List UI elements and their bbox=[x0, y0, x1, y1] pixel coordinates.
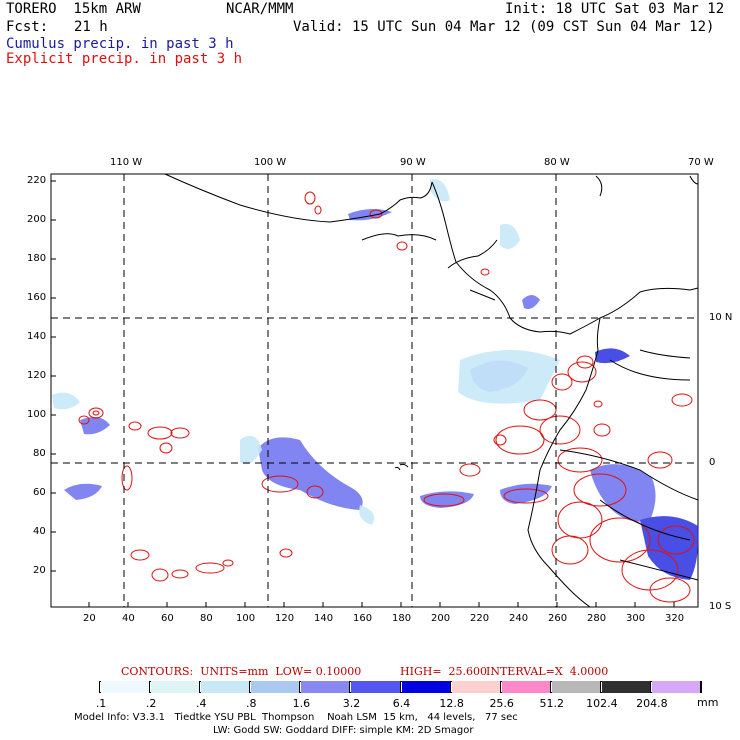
x-tick-label: 200 bbox=[431, 613, 451, 624]
x-tick-label: 220 bbox=[470, 613, 490, 624]
x-tick-label: 240 bbox=[509, 613, 529, 624]
fcst-label: Fcst: bbox=[6, 19, 49, 35]
colorbar-cell bbox=[301, 681, 351, 693]
y-tick-label: 100 bbox=[27, 409, 47, 420]
x-tick-label: 100 bbox=[236, 613, 256, 624]
colorbar-label: 6.4 bbox=[392, 697, 411, 710]
fcst-hours: 21 h bbox=[74, 19, 108, 35]
contour-high: HIGH= 25.600 bbox=[400, 665, 488, 678]
lon-label-90w: 90 W bbox=[400, 157, 426, 168]
colorbar-cell bbox=[351, 681, 401, 693]
model-info: Model Info: V3.3.1 Tiedtke YSU PBL Thomp… bbox=[74, 712, 518, 723]
colorbar-label: .2 bbox=[145, 697, 157, 710]
explicit-precip-contours bbox=[78, 191, 695, 603]
colorbar-label: 51.2 bbox=[539, 697, 565, 710]
lon-label-110w: 110 W bbox=[110, 157, 143, 168]
lat-label-10n: 10 N bbox=[709, 312, 733, 323]
x-tick-label: 80 bbox=[200, 613, 213, 624]
colorbar-label: 1.6 bbox=[292, 697, 311, 710]
colorbar-unit: mm bbox=[697, 696, 719, 709]
valid-time: Valid: 15 UTC Sun 04 Mar 12 (09 CST Sun … bbox=[293, 19, 715, 35]
x-tick-label: 60 bbox=[161, 613, 174, 624]
colorbar-cell bbox=[151, 681, 201, 693]
x-tick-label: 20 bbox=[83, 613, 96, 624]
model-name: TORERO 15km ARW bbox=[6, 1, 141, 17]
axis-ticks bbox=[51, 180, 675, 607]
y-tick-label: 180 bbox=[27, 253, 47, 264]
contour-interval: INTERVAL=X 4.0000 bbox=[486, 665, 609, 678]
legend-explicit: Explicit precip. in past 3 h bbox=[6, 51, 243, 67]
y-tick-label: 200 bbox=[27, 214, 47, 225]
colorbar-label: .8 bbox=[246, 697, 257, 710]
colorbar-cell bbox=[201, 681, 251, 693]
colorbar-label: 3.2 bbox=[342, 697, 361, 710]
colorbar-cell bbox=[601, 681, 651, 693]
y-tick-label: 80 bbox=[33, 448, 46, 459]
colorbar-cell bbox=[551, 681, 601, 693]
coastlines bbox=[164, 173, 699, 608]
lon-label-80w: 80 W bbox=[544, 157, 570, 168]
y-tick-label: 120 bbox=[27, 370, 47, 381]
x-tick-label: 140 bbox=[314, 613, 334, 624]
colorbar-cell bbox=[451, 681, 501, 693]
lon-label-100w: 100 W bbox=[254, 157, 287, 168]
y-tick-label: 140 bbox=[27, 331, 47, 342]
x-tick-label: 300 bbox=[626, 613, 646, 624]
org-name: NCAR/MMM bbox=[226, 1, 294, 17]
colorbar-cell bbox=[501, 681, 551, 693]
cumulus-precip-light bbox=[52, 179, 560, 525]
y-tick-label: 220 bbox=[27, 175, 47, 186]
lat-label-0: 0 bbox=[709, 457, 716, 468]
y-tick-label: 160 bbox=[27, 292, 47, 303]
lat-label-10s: 10 S bbox=[709, 601, 732, 612]
map-frame bbox=[50, 173, 699, 608]
colorbar-label: .1 bbox=[95, 697, 107, 710]
x-tick-label: 280 bbox=[587, 613, 607, 624]
legend-cumulus: Cumulus precip. in past 3 h bbox=[6, 36, 234, 52]
cumulus-precip bbox=[64, 208, 699, 580]
colorbar-cell bbox=[401, 681, 451, 693]
lon-label-70w: 70 W bbox=[688, 157, 714, 168]
x-tick-label: 40 bbox=[122, 613, 135, 624]
init-time: Init: 18 UTC Sat 03 Mar 12 bbox=[505, 1, 725, 17]
x-tick-label: 260 bbox=[548, 613, 568, 624]
x-tick-label: 120 bbox=[275, 613, 295, 624]
colorbar-cell bbox=[51, 681, 101, 693]
colorbar-cell bbox=[251, 681, 301, 693]
contour-units: CONTOURS: UNITS=mm LOW= 0.10000 bbox=[121, 665, 362, 678]
x-tick-label: 160 bbox=[353, 613, 373, 624]
colorbar-label: 102.4 bbox=[586, 697, 618, 710]
gridlines bbox=[51, 174, 698, 607]
colorbar-label: .4 bbox=[195, 697, 207, 710]
x-tick-label: 320 bbox=[665, 613, 685, 624]
model-info-physics: LW: Godd SW: Goddard DIFF: simple KM: 2D… bbox=[213, 725, 474, 736]
y-tick-label: 40 bbox=[33, 526, 46, 537]
y-tick-label: 20 bbox=[33, 565, 46, 576]
colorbar-label: 204.8 bbox=[636, 697, 668, 710]
colorbar-label: 12.8 bbox=[439, 697, 464, 710]
colorbar-label: 25.6 bbox=[489, 697, 514, 710]
x-tick-label: 180 bbox=[392, 613, 412, 624]
colorbar-cell bbox=[101, 681, 151, 693]
colorbar-cell bbox=[651, 681, 701, 693]
y-tick-label: 60 bbox=[33, 487, 46, 498]
